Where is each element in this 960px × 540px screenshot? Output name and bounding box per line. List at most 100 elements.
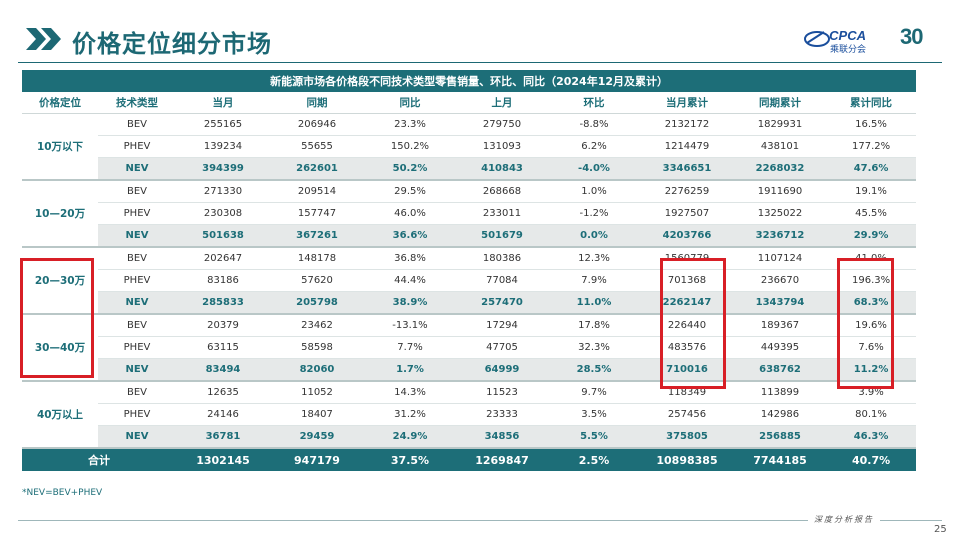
value-cell: 394399 bbox=[176, 157, 270, 181]
value-cell: 268668 bbox=[456, 180, 548, 203]
value-cell: 1325022 bbox=[734, 202, 826, 225]
value-cell: 255165 bbox=[176, 113, 270, 136]
value-cell: 23462 bbox=[270, 314, 364, 337]
value-cell: -13.1% bbox=[364, 314, 456, 337]
value-cell: 29459 bbox=[270, 425, 364, 449]
table-row-nev: NEV 501638 367261 36.6% 501679 0.0% 4203766 323… bbox=[22, 224, 917, 248]
value-cell: 2262147 bbox=[640, 291, 734, 315]
value-cell: 45.5% bbox=[826, 202, 917, 225]
tech-type-cell: BEV bbox=[98, 381, 176, 404]
value-cell: 16.5% bbox=[826, 113, 917, 136]
value-cell: 113899 bbox=[734, 381, 826, 404]
value-cell: 46.0% bbox=[364, 202, 456, 225]
value-cell: 202647 bbox=[176, 247, 270, 270]
table-row: 20—30万 BEV 202647 148178 36.8% 180386 12.3% 156… bbox=[22, 247, 917, 315]
value-cell: 449395 bbox=[734, 336, 826, 359]
table-row: PHEV 63115 58598 7.7% 47705 32.3% 483576 449395… bbox=[22, 336, 917, 359]
value-cell: 19.1% bbox=[826, 180, 917, 203]
value-cell: 701368 bbox=[640, 269, 734, 292]
value-cell: 177.2% bbox=[826, 135, 917, 158]
price-segment-label: 30—40万 bbox=[22, 314, 98, 382]
value-cell: 2276259 bbox=[640, 180, 734, 203]
value-cell: 9.7% bbox=[548, 381, 640, 404]
table-row: 10万以下 BEV 255165 206946 23.3% 279750 -8.8% 2132… bbox=[22, 113, 917, 181]
value-cell: 46.3% bbox=[826, 425, 917, 449]
tech-type-cell: PHEV bbox=[98, 202, 176, 225]
value-cell: 36.8% bbox=[364, 247, 456, 270]
value-cell: 64999 bbox=[456, 358, 548, 382]
value-cell: 1.7% bbox=[364, 358, 456, 382]
value-cell: 131093 bbox=[456, 135, 548, 158]
value-cell: 1.0% bbox=[548, 180, 640, 203]
total-value: 947179 bbox=[270, 448, 364, 471]
value-cell: 47.6% bbox=[826, 157, 917, 181]
value-cell: 1927507 bbox=[640, 202, 734, 225]
value-cell: 29.9% bbox=[826, 224, 917, 248]
footnote: *NEV=BEV+PHEV bbox=[22, 488, 103, 498]
value-cell: 410843 bbox=[456, 157, 548, 181]
value-cell: 226440 bbox=[640, 314, 734, 337]
value-cell: 150.2% bbox=[364, 135, 456, 158]
price-segment-label: 40万以上 bbox=[22, 381, 98, 449]
value-cell: 11.0% bbox=[548, 291, 640, 315]
column-header: 上月 bbox=[456, 92, 548, 114]
column-header: 累计同比 bbox=[826, 92, 917, 114]
value-cell: 28.5% bbox=[548, 358, 640, 382]
anniversary-logo: 30 bbox=[900, 24, 946, 54]
table-row: PHEV 230308 157747 46.0% 233011 -1.2% 1927507 1… bbox=[22, 202, 917, 225]
total-row: 合计 1302145 947179 37.5% 1269847 2.5% 10898385 7… bbox=[22, 448, 917, 471]
value-cell: 36781 bbox=[176, 425, 270, 449]
value-cell: 148178 bbox=[270, 247, 364, 270]
total-value: 37.5% bbox=[364, 448, 456, 471]
value-cell: 501679 bbox=[456, 224, 548, 248]
total-value: 1269847 bbox=[456, 448, 548, 471]
tech-type-cell: NEV bbox=[98, 157, 176, 181]
value-cell: 77084 bbox=[456, 269, 548, 292]
value-cell: 6.2% bbox=[548, 135, 640, 158]
value-cell: 257470 bbox=[456, 291, 548, 315]
value-cell: 256885 bbox=[734, 425, 826, 449]
value-cell: 82060 bbox=[270, 358, 364, 382]
total-value: 7744185 bbox=[734, 448, 826, 471]
value-cell: 7.9% bbox=[548, 269, 640, 292]
value-cell: 262601 bbox=[270, 157, 364, 181]
highlight-price-labels bbox=[20, 258, 94, 378]
value-cell: 63115 bbox=[176, 336, 270, 359]
tech-type-cell: PHEV bbox=[98, 403, 176, 426]
value-cell: 17.8% bbox=[548, 314, 640, 337]
value-cell: 12635 bbox=[176, 381, 270, 404]
value-cell: 501638 bbox=[176, 224, 270, 248]
value-cell: 7.7% bbox=[364, 336, 456, 359]
table-row: 10—20万 BEV 271330 209514 29.5% 268668 1.0% 2276… bbox=[22, 180, 917, 248]
value-cell: 12.3% bbox=[548, 247, 640, 270]
value-cell: 83494 bbox=[176, 358, 270, 382]
value-cell: 2268032 bbox=[734, 157, 826, 181]
table-caption: 新能源市场各价格段不同技术类型零售销量、环比、同比（2024年12月及累计） bbox=[22, 70, 917, 92]
value-cell: 3346651 bbox=[640, 157, 734, 181]
value-cell: 11523 bbox=[456, 381, 548, 404]
value-cell: 257456 bbox=[640, 403, 734, 426]
total-value: 2.5% bbox=[548, 448, 640, 471]
value-cell: 0.0% bbox=[548, 224, 640, 248]
value-cell: 1107124 bbox=[734, 247, 826, 270]
anniversary-number: 30 bbox=[900, 24, 924, 49]
column-header: 同期 bbox=[270, 92, 364, 114]
value-cell: 710016 bbox=[640, 358, 734, 382]
price-segment-label: 10万以下 bbox=[22, 113, 98, 181]
table-row-nev: NEV 394399 262601 50.2% 410843 -4.0% 3346651 22… bbox=[22, 157, 917, 181]
value-cell: 3.5% bbox=[548, 403, 640, 426]
value-cell: 83186 bbox=[176, 269, 270, 292]
table-row: 30—40万 BEV 20379 23462 -13.1% 17294 17.8% 22644… bbox=[22, 314, 917, 382]
value-cell: 483576 bbox=[640, 336, 734, 359]
value-cell: 230308 bbox=[176, 202, 270, 225]
value-cell: 1911690 bbox=[734, 180, 826, 203]
value-cell: 438101 bbox=[734, 135, 826, 158]
value-cell: 142986 bbox=[734, 403, 826, 426]
value-cell: 58598 bbox=[270, 336, 364, 359]
tech-type-cell: BEV bbox=[98, 180, 176, 203]
brand-name: CPCA bbox=[829, 28, 866, 43]
value-cell: 189367 bbox=[734, 314, 826, 337]
value-cell: 1343794 bbox=[734, 291, 826, 315]
value-cell: 205798 bbox=[270, 291, 364, 315]
brand-subtitle: 乘联分会 bbox=[829, 45, 866, 55]
